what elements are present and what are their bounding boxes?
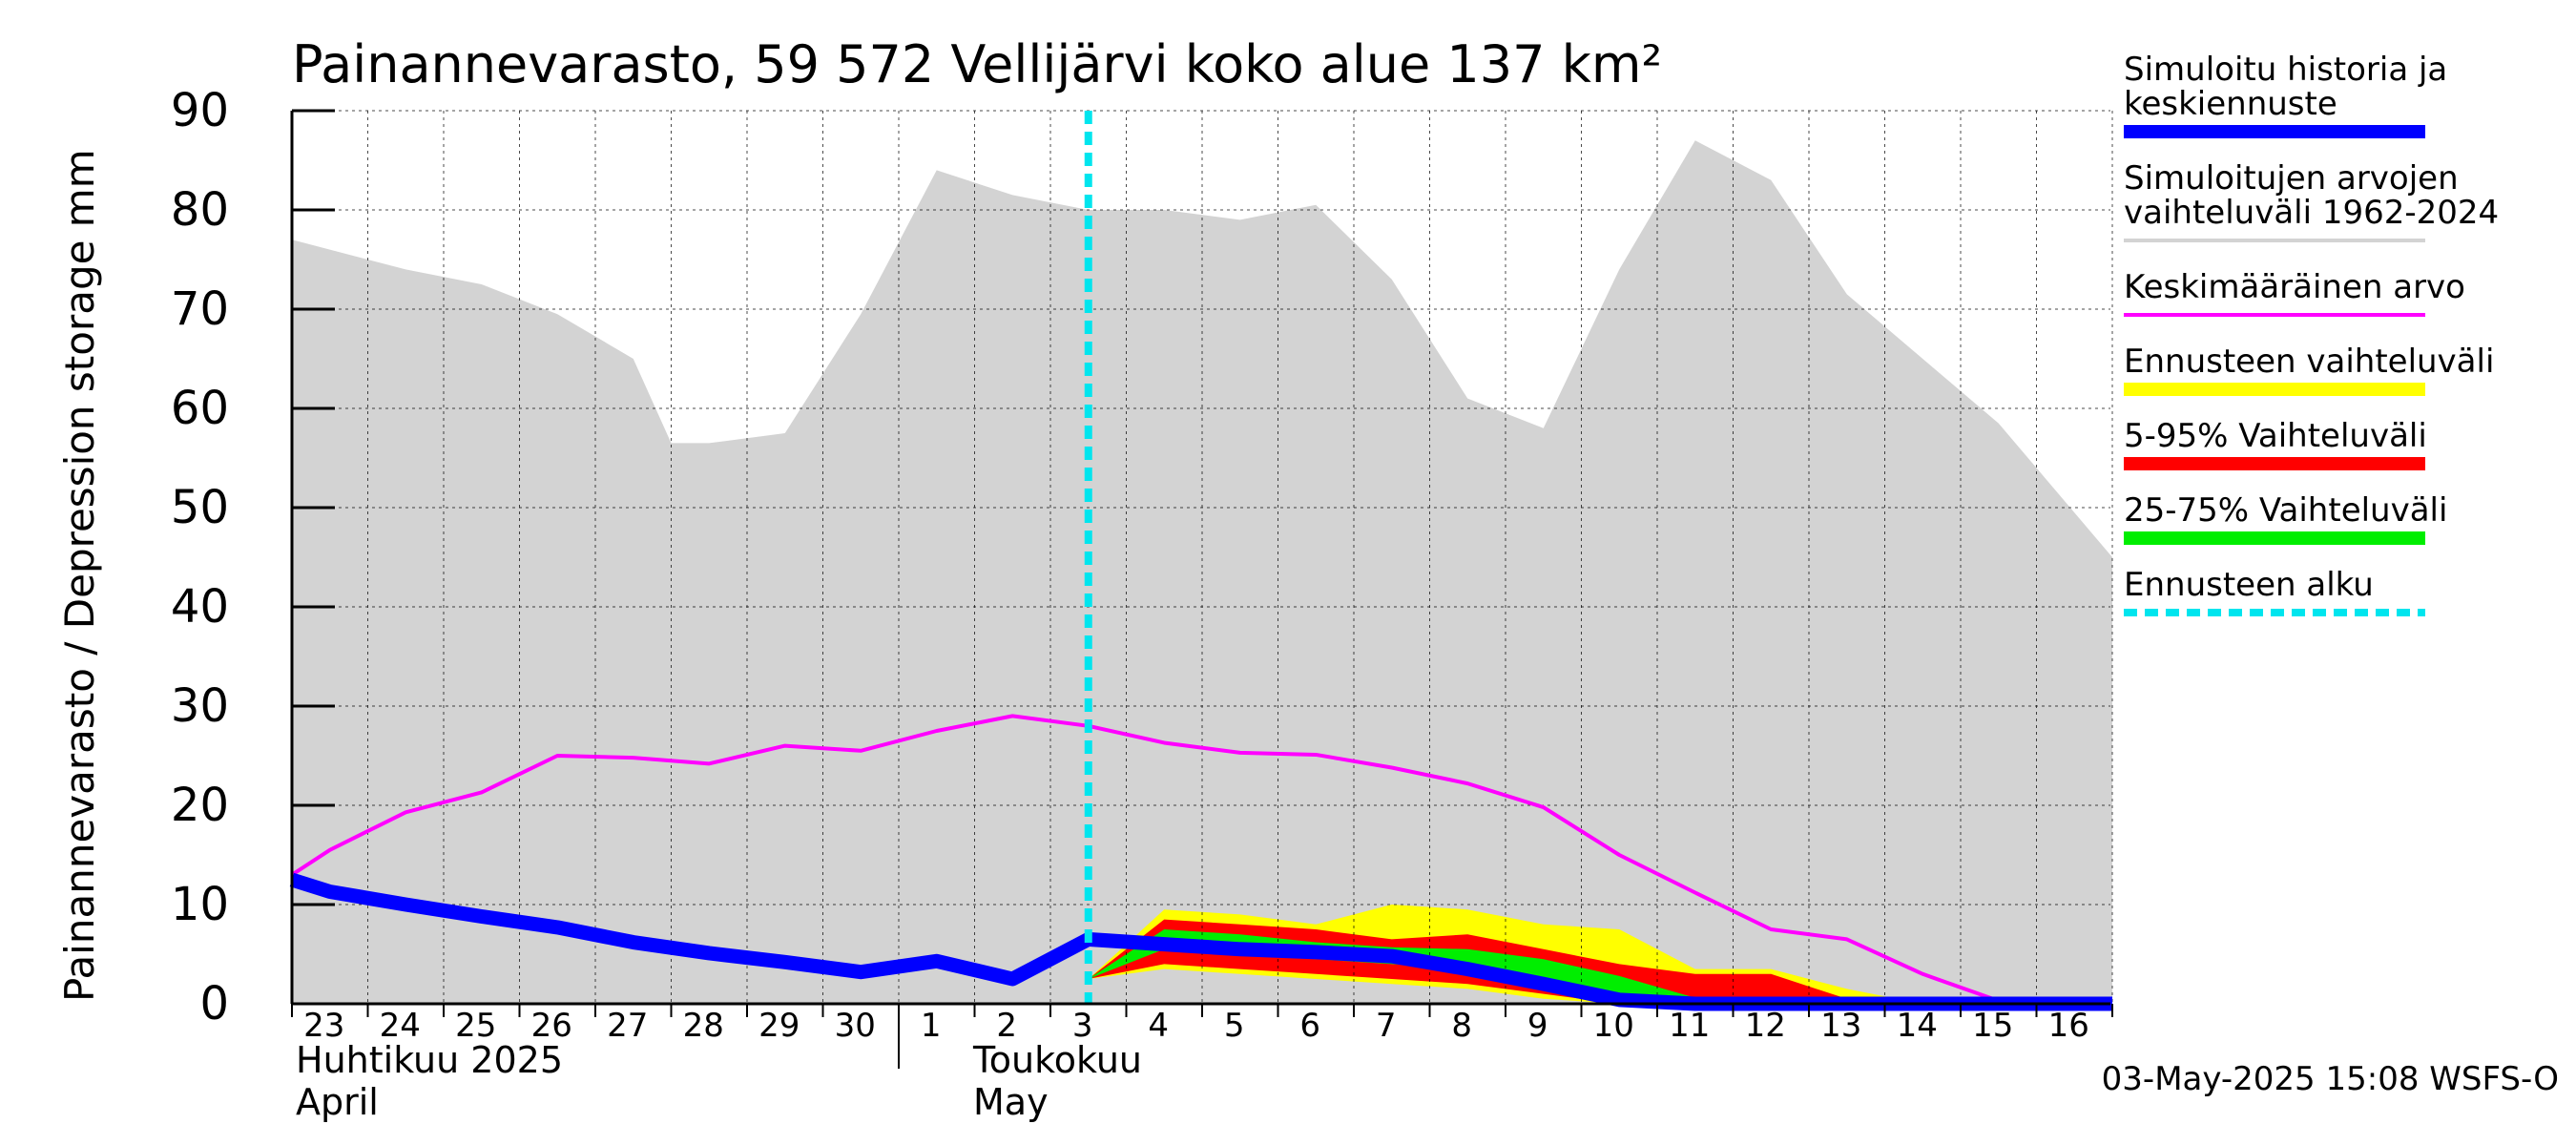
legend-label: Ennusteen vaihteluväli	[2124, 343, 2494, 381]
x-tick-label: 26	[531, 1007, 572, 1045]
x-tick-label: 29	[758, 1007, 800, 1045]
x-tick-label: 25	[455, 1007, 496, 1045]
x-tick-label: 12	[1745, 1007, 1786, 1045]
x-tick-label: 30	[835, 1007, 876, 1045]
x-tick-label: 9	[1527, 1007, 1548, 1045]
legend-label: 5-95% Vaihteluväli	[2124, 417, 2427, 455]
timestamp: 03-May-2025 15:08 WSFS-O	[2102, 1060, 2559, 1098]
series-band-1	[1088, 905, 2112, 1004]
x-tick-label: 5	[1224, 1007, 1245, 1045]
x-tick-label: 3	[1072, 1007, 1093, 1045]
x-tick-label: 23	[303, 1007, 344, 1045]
x-tick-label: 28	[683, 1007, 724, 1045]
x-tick-label: 13	[1820, 1007, 1861, 1045]
y-tick-label: 60	[171, 382, 229, 435]
x-tick-label: 15	[1972, 1007, 2013, 1045]
chart-title: Painannevarasto, 59 572 Vellijärvi koko …	[292, 34, 1662, 94]
month-label: Toukokuu	[972, 1039, 1142, 1081]
legend-label: Simuloitujen arvojen	[2124, 159, 2459, 198]
x-tick-label: 14	[1897, 1007, 1938, 1045]
legend: Simuloitu historia jakeskiennusteSimuloi…	[2124, 51, 2499, 616]
series-band-2	[1088, 919, 2112, 1004]
legend-item: Keskimääräinen arvo	[2124, 268, 2465, 317]
x-tick-label: 10	[1593, 1007, 1634, 1045]
x-tick-label: 2	[996, 1007, 1017, 1045]
x-tick-label: 11	[1669, 1007, 1710, 1045]
series-line-4	[290, 714, 2113, 1004]
legend-label: 25-75% Vaihteluväli	[2124, 491, 2447, 530]
x-tick-label: 27	[607, 1007, 648, 1045]
grid	[291, 110, 2113, 1004]
legend-label: Ennusteen alku	[2124, 566, 2374, 604]
y-tick-label: 50	[171, 481, 229, 534]
x-tick-label: 7	[1376, 1007, 1397, 1045]
month-label: Huhtikuu 2025	[296, 1039, 563, 1081]
x-tick-label: 6	[1299, 1007, 1320, 1045]
x-tick-label: 8	[1451, 1007, 1472, 1045]
y-tick-label: 10	[171, 878, 229, 931]
plot-area	[289, 110, 2113, 1011]
month-label-en: May	[973, 1081, 1049, 1123]
month-label-en: April	[296, 1081, 379, 1123]
legend-item: 5-95% Vaihteluväli	[2124, 417, 2427, 470]
x-tick-label: 24	[380, 1007, 421, 1045]
legend-label: Keskimääräinen arvo	[2124, 268, 2465, 306]
legend-item: Ennusteen alku	[2124, 566, 2425, 616]
legend-label: vaihteluväli 1962-2024	[2124, 194, 2499, 232]
legend-item: 25-75% Vaihteluväli	[2124, 491, 2447, 545]
y-tick-label: 30	[171, 679, 229, 733]
y-tick-label: 0	[199, 977, 229, 1030]
x-tick-label: 4	[1148, 1007, 1169, 1045]
y-tick-label: 90	[171, 84, 229, 137]
y-tick-label: 80	[171, 183, 229, 237]
legend-label: keskiennuste	[2124, 85, 2337, 123]
y-tick-label: 20	[171, 779, 229, 832]
y-tick-label: 70	[171, 282, 229, 336]
x-tick-label: 1	[921, 1007, 942, 1045]
legend-item: Ennusteen vaihteluväli	[2124, 343, 2494, 396]
y-axis-label: Painannevarasto / Depression storage mm	[56, 149, 103, 1002]
x-tick-label: 16	[2048, 1007, 2089, 1045]
legend-label: Simuloitu historia ja	[2124, 51, 2447, 89]
y-tick-label: 40	[171, 580, 229, 634]
